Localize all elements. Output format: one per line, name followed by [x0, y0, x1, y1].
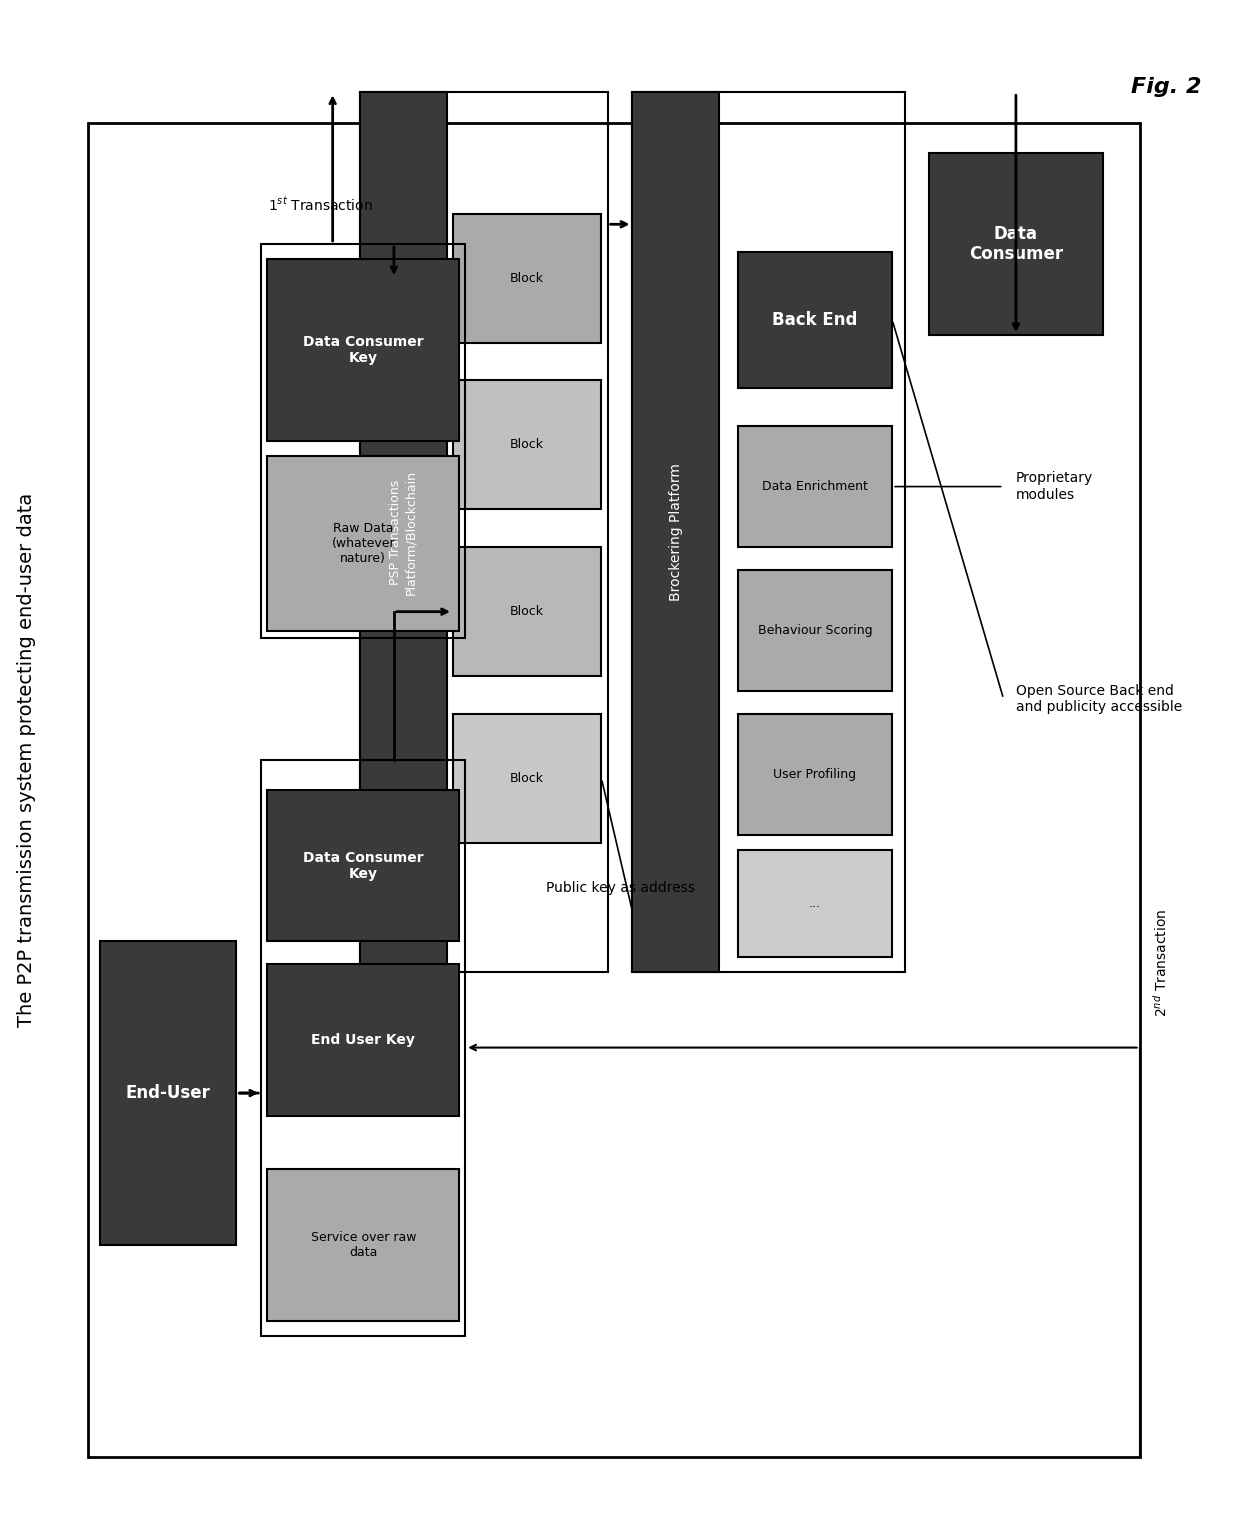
- FancyBboxPatch shape: [738, 714, 893, 835]
- Text: End-User: End-User: [126, 1085, 211, 1103]
- Text: Data Consumer
Key: Data Consumer Key: [303, 336, 424, 365]
- Text: Fig. 2: Fig. 2: [1131, 77, 1202, 97]
- Text: Block: Block: [510, 272, 544, 284]
- Text: Data
Consumer: Data Consumer: [968, 225, 1063, 263]
- Text: Behaviour Scoring: Behaviour Scoring: [758, 624, 872, 636]
- FancyBboxPatch shape: [929, 153, 1102, 336]
- FancyBboxPatch shape: [360, 93, 446, 972]
- Text: 2$^{nd}$ Transaction: 2$^{nd}$ Transaction: [1152, 908, 1169, 1018]
- FancyBboxPatch shape: [738, 570, 893, 691]
- Text: Data Consumer
Key: Data Consumer Key: [303, 851, 424, 881]
- Text: Open Source Back end
and publicity accessible: Open Source Back end and publicity acces…: [1016, 684, 1182, 714]
- Text: Service over raw
data: Service over raw data: [310, 1230, 417, 1259]
- FancyBboxPatch shape: [268, 456, 459, 630]
- Text: 1$^{st}$ Transaction: 1$^{st}$ Transaction: [268, 196, 373, 214]
- FancyBboxPatch shape: [453, 214, 601, 343]
- Text: Block: Block: [510, 605, 544, 618]
- FancyBboxPatch shape: [738, 252, 893, 387]
- Text: End User Key: End User Key: [311, 1033, 415, 1047]
- FancyBboxPatch shape: [738, 851, 893, 957]
- FancyBboxPatch shape: [632, 93, 719, 972]
- Text: Back End: Back End: [773, 311, 858, 328]
- Text: The P2P transmission system protecting end-user data: The P2P transmission system protecting e…: [16, 492, 36, 1027]
- Text: Block: Block: [510, 772, 544, 785]
- Text: User Profiling: User Profiling: [774, 769, 857, 781]
- FancyBboxPatch shape: [453, 547, 601, 676]
- Text: Raw Data
(whatever
nature): Raw Data (whatever nature): [331, 523, 396, 565]
- FancyBboxPatch shape: [268, 790, 459, 942]
- Text: Brockering Platform: Brockering Platform: [668, 463, 683, 602]
- Text: Public key as address: Public key as address: [546, 881, 694, 895]
- FancyBboxPatch shape: [738, 425, 893, 547]
- Text: ...: ...: [808, 898, 821, 910]
- FancyBboxPatch shape: [268, 260, 459, 441]
- FancyBboxPatch shape: [268, 965, 459, 1116]
- FancyBboxPatch shape: [453, 380, 601, 509]
- FancyBboxPatch shape: [100, 942, 237, 1244]
- Text: PSP Transactions
Platform/Blockchain: PSP Transactions Platform/Blockchain: [389, 469, 418, 594]
- Text: Data Enrichment: Data Enrichment: [761, 480, 868, 494]
- Text: Proprietary
modules: Proprietary modules: [1016, 471, 1094, 501]
- FancyBboxPatch shape: [453, 714, 601, 843]
- FancyBboxPatch shape: [268, 1170, 459, 1320]
- Text: Block: Block: [510, 439, 544, 451]
